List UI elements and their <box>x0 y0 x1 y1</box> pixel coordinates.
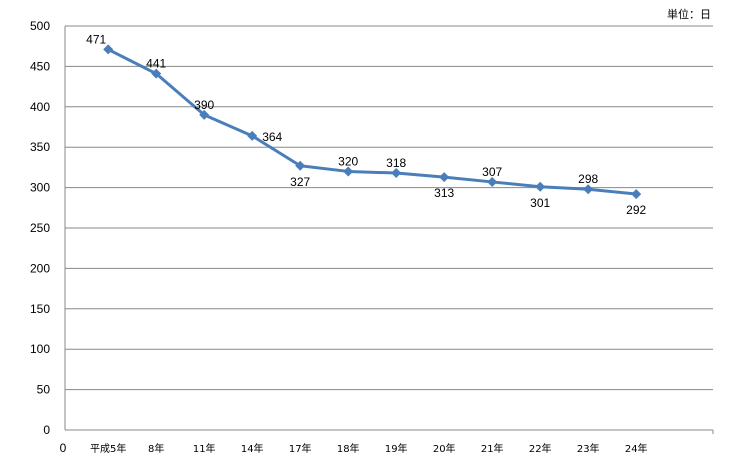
x-tick-label: 21年 <box>481 442 504 455</box>
y-tick-label: 450 <box>30 59 50 73</box>
data-point-marker <box>535 181 546 192</box>
data-label: 390 <box>194 98 214 112</box>
data-label: 327 <box>290 175 310 189</box>
data-label: 471 <box>86 32 106 46</box>
x-tick-label: 17年 <box>289 442 312 455</box>
x-tick-label: 19年 <box>385 442 408 455</box>
series-line-path <box>107 48 637 196</box>
x-origin-label: 0 <box>60 441 67 455</box>
data-point-marker <box>343 166 354 177</box>
x-tick-label: 平成5年 <box>90 442 126 455</box>
y-tick-label: 100 <box>30 342 50 356</box>
y-tick-label: 200 <box>30 261 50 275</box>
x-tick-label: 18年 <box>337 442 360 455</box>
data-label: 364 <box>262 130 282 144</box>
x-tick-label: 8年 <box>148 442 164 455</box>
y-tick-label: 0 <box>43 423 50 437</box>
data-labels: 471 441 390 364 327 320 318 313 307 301 298 292 <box>86 32 646 217</box>
x-tick-label: 11年 <box>193 442 216 455</box>
x-tick-label: 20年 <box>433 442 456 455</box>
y-tick-label: 150 <box>30 302 50 316</box>
data-label: 313 <box>434 186 454 200</box>
y-tick-label: 350 <box>30 140 50 154</box>
y-tick-label: 500 <box>30 19 50 33</box>
x-tick-label: 24年 <box>625 442 648 455</box>
data-label: 318 <box>386 156 406 170</box>
x-tick-label: 14年 <box>241 442 264 455</box>
data-label: 320 <box>338 154 358 168</box>
data-label: 298 <box>578 172 598 186</box>
y-tick-label: 300 <box>30 181 50 195</box>
y-axis-ticks: 0 50 100 150 200 250 300 350 400 450 500 <box>30 19 50 437</box>
x-axis-ticks: 0 平成5年 8年 11年 14年 17年 18年 19年 20年 21年 22年 23年 24年 <box>60 441 648 455</box>
data-label: 292 <box>626 203 646 217</box>
data-point-marker <box>487 176 498 187</box>
data-label: 301 <box>530 196 550 210</box>
data-label: 441 <box>146 57 166 71</box>
series-line <box>107 48 637 196</box>
series-markers <box>103 44 642 200</box>
data-point-marker <box>391 168 402 179</box>
y-tick-label: 400 <box>30 100 50 114</box>
data-point-marker <box>247 130 258 141</box>
y-tick-label: 250 <box>30 221 50 235</box>
data-point-marker <box>151 68 162 79</box>
data-point-marker <box>295 160 306 171</box>
y-tick-label: 50 <box>37 383 51 397</box>
data-point-marker <box>199 109 210 120</box>
data-label: 307 <box>482 165 502 179</box>
unit-label: 単位：日 <box>667 7 711 21</box>
data-point-marker <box>583 184 594 195</box>
axes <box>64 26 714 434</box>
gridlines <box>65 25 713 391</box>
data-point-marker <box>103 44 114 55</box>
data-point-marker <box>439 172 450 183</box>
x-tick-label: 22年 <box>529 442 552 455</box>
x-tick-label: 23年 <box>577 442 600 455</box>
data-point-marker <box>631 189 642 200</box>
